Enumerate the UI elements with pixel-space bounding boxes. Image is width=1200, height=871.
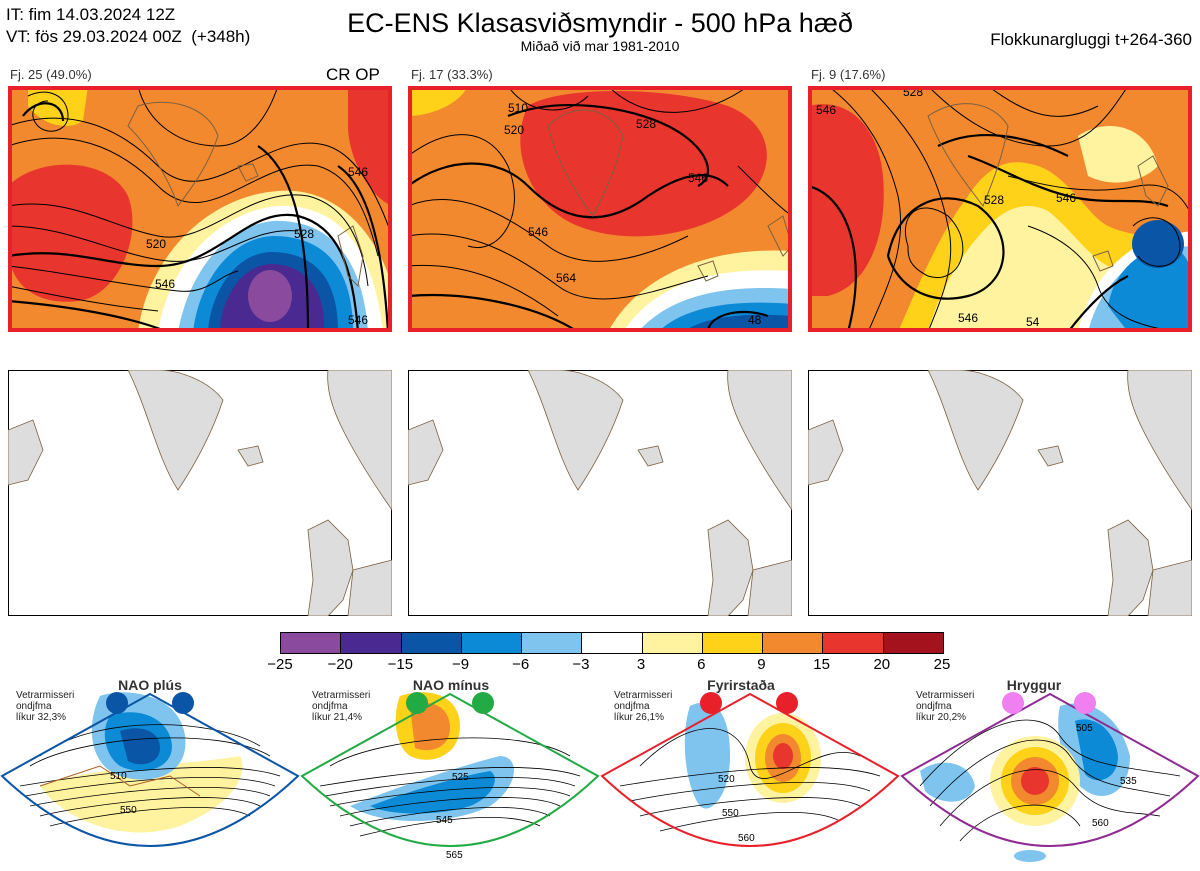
cluster-map-3: 528 546 528 546 546 54	[808, 86, 1192, 332]
colorbar-swatch	[521, 633, 582, 653]
contour-label: 546	[528, 225, 548, 239]
regime-title-ridge: Hryggur	[1006, 677, 1062, 693]
colorbar-swatch	[822, 633, 883, 653]
contour-label: 520	[718, 774, 735, 785]
contour-label: 505	[1076, 723, 1093, 734]
colorbar-swatch	[882, 633, 943, 653]
contour-label: 560	[1092, 818, 1109, 829]
colorbar-swatch	[281, 633, 341, 653]
regime-title-blocking: Fyrirstaða	[707, 677, 775, 693]
colorbar-tick-label: 6	[697, 656, 706, 673]
contour-label: 535	[1120, 776, 1137, 787]
contour-label: 565	[446, 850, 463, 861]
colorbar-tick-label: −3	[572, 656, 590, 673]
contour-label: 528	[294, 227, 314, 241]
regime-dot-blocking-right	[776, 692, 798, 714]
regime-note-nao-minus: Vetrarmisseri ondjfma líkur 21,4%	[312, 690, 371, 723]
colorbar-tick-label: 25	[933, 656, 951, 673]
regime-nao-minus	[300, 692, 600, 847]
classification-window: Flokkunargluggi t+264-360	[990, 30, 1192, 49]
colorbar-tick-label: 9	[757, 656, 766, 673]
contour-label: 545	[436, 815, 453, 826]
page-subtitle: Miðað við mar 1981-2010	[520, 38, 680, 54]
colorbar-tick-label: 15	[813, 656, 830, 673]
op-highlight-frame	[8, 86, 392, 332]
regime-dot-nao-minus-right	[472, 692, 494, 714]
cluster-map-2: 510 520 528 546 564 546 48	[408, 86, 792, 332]
contour-label: 520	[504, 123, 524, 137]
initial-time: IT: fim 14.03.2024 12Z	[6, 5, 176, 24]
page-title: EC-ENS Klasasviðsmyndir - 500 hPa hæð	[347, 8, 853, 38]
colorbar-tick-label: −6	[512, 656, 530, 673]
colorbar-tick-label: −25	[267, 656, 293, 673]
panel-3-label: Fj. 9 (17.6%)	[811, 67, 886, 82]
contour-label: 546	[816, 103, 836, 117]
contour-label: 550	[120, 805, 137, 816]
contour-label: 510	[508, 101, 528, 115]
regime-dot-nao-minus-left	[406, 692, 428, 714]
regime-dot-ridge-right	[1074, 692, 1096, 714]
contour-label: 560	[738, 833, 755, 844]
contour-label: 48	[748, 313, 762, 327]
contour-label: 546	[348, 313, 368, 327]
contour-label: 546	[348, 165, 368, 179]
regime-dot-blocking-left	[700, 692, 722, 714]
panel-1-label: Fj. 25 (49.0%)	[10, 67, 92, 82]
regime-blocking	[600, 692, 900, 847]
contour-label: 528	[636, 117, 656, 131]
regime-nao-plus	[0, 692, 300, 847]
contour-label: 546	[688, 171, 708, 185]
contour-label: 528	[984, 193, 1004, 207]
cluster-map-1: 520 546 528 546 546	[8, 86, 392, 332]
contour-label: 550	[722, 808, 739, 819]
empty-map-3	[808, 370, 1192, 616]
colorbar-tick-label: −20	[327, 656, 353, 673]
contour-label: 54	[1026, 315, 1040, 329]
colorbar-swatch	[641, 633, 702, 653]
colorbar-swatch	[400, 633, 461, 653]
colorbar-swatch	[340, 633, 401, 653]
contour-label: 564	[556, 271, 576, 285]
colorbar-tick-label: −9	[451, 656, 470, 673]
regime-dot-nao-plus-right	[172, 692, 194, 714]
regime-title-nao-plus: NAO plús	[118, 677, 182, 693]
colorbar-swatch	[460, 633, 522, 653]
contour-label: 546	[1056, 191, 1076, 205]
regime-note-nao-plus: Vetrarmisseri ondjfma líkur 32,3%	[16, 690, 75, 723]
valid-time: VT: fös 29.03.2024 00Z (+348h)	[6, 27, 251, 46]
run-info: IT: fim 14.03.2024 12Z VT: fös 29.03.2024…	[6, 4, 250, 48]
colorbar-tick-label: 3	[636, 656, 646, 673]
panel-1-tag: CR OP	[326, 65, 380, 84]
cluster-frame	[408, 86, 792, 332]
regime-note-blocking: Vetrarmisseri ondjfma líkur 26,1%	[614, 690, 673, 723]
panel-2-label: Fj. 17 (33.3%)	[411, 67, 493, 82]
cluster-frame	[808, 86, 1192, 332]
colorbar-tick-label: −15	[387, 656, 414, 673]
regime-title-nao-minus: NAO mínus	[412, 677, 490, 693]
regime-note-ridge: Vetrarmisseri ondjfma líkur 20,2%	[916, 690, 975, 723]
contour-label: 525	[452, 772, 469, 783]
regime-ridge	[900, 692, 1200, 862]
regime-dot-ridge-left	[1002, 692, 1024, 714]
empty-map-2	[408, 370, 792, 616]
colorbar-tick-label: 20	[873, 656, 891, 673]
colorbar	[280, 632, 944, 654]
contour-label: 546	[958, 311, 978, 325]
contour-label: 520	[146, 237, 166, 251]
empty-map-1	[8, 370, 392, 616]
regime-dot-nao-plus-left	[106, 692, 128, 714]
colorbar-swatch	[581, 633, 642, 653]
contour-label: 546	[155, 277, 175, 291]
regime-diagrams: 510 550 525 545 565 520 550 560 505 535 …	[0, 692, 1200, 862]
contour-label: 510	[110, 771, 127, 782]
colorbar-swatch	[762, 633, 823, 653]
colorbar-swatch	[701, 633, 763, 653]
